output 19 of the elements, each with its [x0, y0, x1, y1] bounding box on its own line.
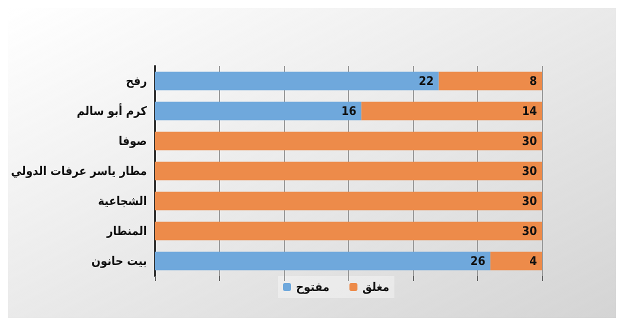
y-tick-label: الشجاعية — [98, 194, 147, 208]
data-label: 8 — [529, 74, 537, 88]
y-tick-label: كرم أبو سالم — [76, 103, 148, 118]
data-label: 14 — [522, 104, 538, 118]
data-label: 30 — [522, 134, 537, 148]
y-tick-label: صوفا — [118, 134, 147, 148]
data-label: 16 — [341, 104, 356, 118]
data-label: 30 — [522, 194, 537, 208]
data-label: 26 — [470, 254, 486, 268]
y-tick-label: بيت حانون — [91, 254, 147, 268]
y-tick-label: مطار ياسر عرفات الدولي — [11, 164, 147, 178]
legend-label: مغلق — [362, 280, 390, 294]
data-label: 30 — [522, 224, 537, 238]
legend-label: مفتوح — [296, 280, 330, 294]
y-tick-label: رفح — [126, 74, 147, 88]
data-label: 30 — [522, 164, 537, 178]
data-label: 22 — [418, 74, 434, 88]
y-tick-label: المنطار — [106, 224, 147, 238]
data-label: 4 — [529, 254, 538, 268]
